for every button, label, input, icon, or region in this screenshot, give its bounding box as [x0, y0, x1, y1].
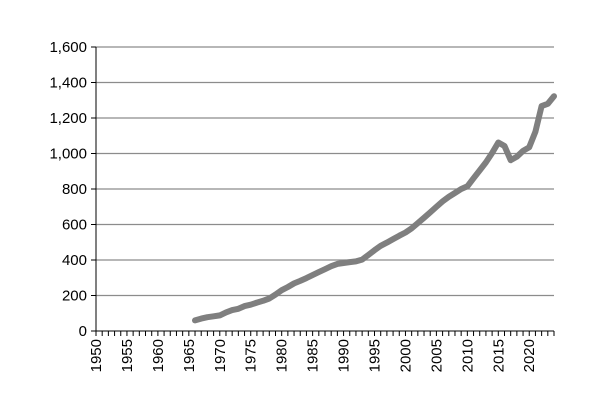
x-tick-label: 1970	[212, 339, 229, 372]
y-tick-label: 1,600	[49, 39, 87, 56]
y-tick-label: 600	[62, 217, 87, 234]
x-tick-label: 1995	[367, 339, 384, 372]
x-tick-label: 1960	[150, 339, 167, 372]
y-tick-label: 1,400	[49, 75, 87, 92]
x-tick-label: 1980	[274, 339, 291, 372]
x-tick-label: 1955	[119, 339, 136, 372]
x-tick-label: 2010	[459, 339, 476, 372]
x-tick-label: 1965	[181, 339, 198, 372]
x-tick-label: 2000	[397, 339, 414, 372]
y-tick-labels: 0 200 400 600 800 1,000 1,200 1,400 1,600	[49, 39, 96, 340]
y-tick-label: 1,000	[49, 146, 87, 163]
y-tick-label: 800	[62, 181, 87, 198]
x-tick-label: 1990	[336, 339, 353, 372]
series-line	[192, 93, 557, 324]
y-tick-label: 400	[62, 252, 87, 269]
x-tick-label: 2005	[428, 339, 445, 372]
y-tick-label: 0	[79, 323, 87, 340]
series-layer	[192, 93, 557, 324]
x-tick-label: 1975	[243, 339, 260, 372]
y-tick-label: 200	[62, 288, 87, 305]
x-tick-label: 1950	[88, 339, 105, 372]
x-tick-labels: 1950 1955 1960 1965 1970 1975 1980 1985 1990 1995…	[88, 331, 555, 372]
x-tick-label: 2015	[490, 339, 507, 372]
grid-lines	[96, 46, 554, 297]
x-tick-label: 1985	[305, 339, 322, 372]
x-tick-label: 2020	[521, 339, 538, 372]
y-tick-label: 1,200	[49, 110, 87, 127]
